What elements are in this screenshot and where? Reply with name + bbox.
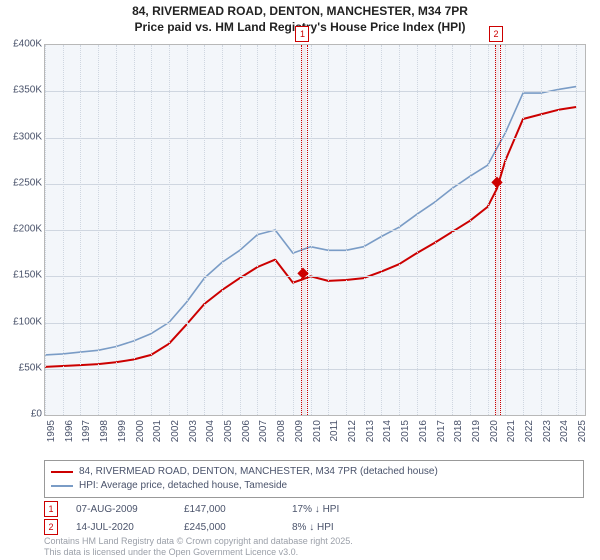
event-date-1: 07-AUG-2009 xyxy=(76,504,166,515)
x-tick-label: 1995 xyxy=(46,420,57,460)
x-tick-label: 2012 xyxy=(347,420,358,460)
x-tick-label: 2015 xyxy=(400,420,411,460)
x-tick-label: 2007 xyxy=(258,420,269,460)
x-tick-label: 2014 xyxy=(382,420,393,460)
legend-swatch-series1 xyxy=(51,471,73,473)
y-tick-label: £200K xyxy=(0,224,42,235)
event-date-2: 14-JUL-2020 xyxy=(76,522,166,533)
x-tick-label: 2004 xyxy=(205,420,216,460)
x-tick-label: 2002 xyxy=(170,420,181,460)
x-tick-label: 2016 xyxy=(418,420,429,460)
x-tick-label: 2001 xyxy=(152,420,163,460)
x-tick-label: 2008 xyxy=(276,420,287,460)
legend: 84, RIVERMEAD ROAD, DENTON, MANCHESTER, … xyxy=(44,460,584,498)
chart-container: 84, RIVERMEAD ROAD, DENTON, MANCHESTER, … xyxy=(0,0,600,560)
x-tick-label: 2018 xyxy=(453,420,464,460)
x-tick-label: 2009 xyxy=(294,420,305,460)
y-tick-label: £0 xyxy=(0,409,42,420)
y-tick-label: £150K xyxy=(0,270,42,281)
title-line-1: 84, RIVERMEAD ROAD, DENTON, MANCHESTER, … xyxy=(0,4,600,20)
x-tick-label: 2020 xyxy=(489,420,500,460)
event-price-1: £147,000 xyxy=(184,504,274,515)
x-tick-label: 1996 xyxy=(64,420,75,460)
x-tick-label: 2021 xyxy=(506,420,517,460)
event-delta-1: 17% ↓ HPI xyxy=(292,504,382,515)
x-tick-label: 1999 xyxy=(117,420,128,460)
x-tick-label: 2013 xyxy=(365,420,376,460)
event-row-1: 1 07-AUG-2009 £147,000 17% ↓ HPI xyxy=(44,500,584,518)
event-marker-2: 2 xyxy=(44,519,58,535)
event-delta-2: 8% ↓ HPI xyxy=(292,522,382,533)
event-row-2: 2 14-JUL-2020 £245,000 8% ↓ HPI xyxy=(44,518,584,536)
y-tick-label: £250K xyxy=(0,177,42,188)
x-tick-label: 2005 xyxy=(223,420,234,460)
x-tick-label: 2010 xyxy=(312,420,323,460)
footer-line-1: Contains HM Land Registry data © Crown c… xyxy=(44,536,353,547)
legend-row-series1: 84, RIVERMEAD ROAD, DENTON, MANCHESTER, … xyxy=(51,465,577,479)
legend-swatch-series2 xyxy=(51,485,73,487)
chart-marker-box: 1 xyxy=(295,26,309,42)
footer: Contains HM Land Registry data © Crown c… xyxy=(44,536,353,558)
footer-line-2: This data is licensed under the Open Gov… xyxy=(44,547,353,558)
event-table: 1 07-AUG-2009 £147,000 17% ↓ HPI 2 14-JU… xyxy=(44,500,584,536)
y-tick-label: £400K xyxy=(0,39,42,50)
x-tick-label: 2006 xyxy=(241,420,252,460)
legend-label-series2: HPI: Average price, detached house, Tame… xyxy=(79,479,287,493)
legend-label-series1: 84, RIVERMEAD ROAD, DENTON, MANCHESTER, … xyxy=(79,465,438,479)
y-tick-label: £300K xyxy=(0,131,42,142)
y-tick-label: £50K xyxy=(0,362,42,373)
y-tick-label: £350K xyxy=(0,85,42,96)
y-tick-label: £100K xyxy=(0,316,42,327)
x-tick-label: 2017 xyxy=(436,420,447,460)
event-price-2: £245,000 xyxy=(184,522,274,533)
x-tick-label: 2024 xyxy=(559,420,570,460)
x-tick-label: 2003 xyxy=(188,420,199,460)
x-tick-label: 2022 xyxy=(524,420,535,460)
x-tick-label: 1998 xyxy=(99,420,110,460)
x-tick-label: 2000 xyxy=(135,420,146,460)
x-tick-label: 2019 xyxy=(471,420,482,460)
x-tick-label: 2025 xyxy=(577,420,588,460)
chart-marker-box: 2 xyxy=(489,26,503,42)
chart-plot-area xyxy=(44,44,586,416)
event-marker-1: 1 xyxy=(44,501,58,517)
x-tick-label: 2023 xyxy=(542,420,553,460)
x-tick-label: 1997 xyxy=(81,420,92,460)
x-tick-label: 2011 xyxy=(329,420,340,460)
legend-row-series2: HPI: Average price, detached house, Tame… xyxy=(51,479,577,493)
